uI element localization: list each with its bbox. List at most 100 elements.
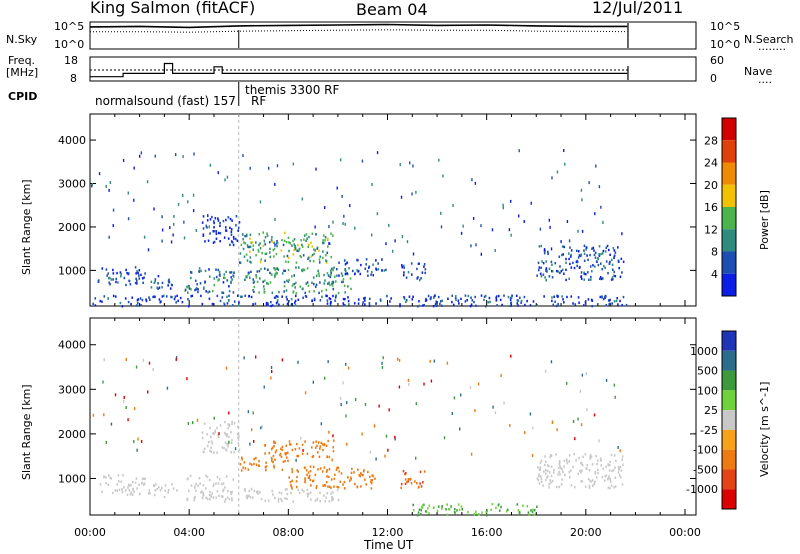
- power-cell: [297, 243, 299, 247]
- velocity-cell: [538, 482, 541, 485]
- power-cell: [275, 271, 278, 274]
- velocity-cell: [328, 500, 331, 503]
- velocity-cell: [105, 476, 107, 479]
- power-cell: [173, 214, 175, 218]
- velocity-cell: [552, 471, 555, 474]
- velocity-cell: [332, 439, 335, 442]
- power-cell: [329, 283, 331, 287]
- power-scale-swatch: [722, 140, 736, 163]
- power-cell: [613, 270, 616, 274]
- power-cell: [179, 296, 182, 300]
- velocity-cell: [166, 386, 169, 390]
- velocity-cell: [430, 379, 433, 383]
- freq-left-tick-high: 18: [64, 54, 78, 67]
- velocity-cell: [597, 472, 599, 475]
- velocity-cell: [424, 470, 426, 473]
- velocity-cell: [617, 445, 619, 449]
- velocity-cell: [555, 453, 557, 456]
- power-cell: [112, 224, 114, 228]
- velocity-cell: [404, 472, 406, 476]
- velocity-cell: [572, 465, 574, 469]
- velocity-cell: [524, 431, 526, 435]
- velocity-cell: [143, 477, 145, 481]
- power-cell: [108, 277, 110, 280]
- velocity-cell: [227, 423, 230, 426]
- power-cell: [200, 294, 202, 298]
- velocity-cell: [135, 477, 138, 480]
- power-cell: [214, 217, 217, 220]
- velocity-cell: [621, 483, 624, 486]
- velocity-cell: [224, 431, 226, 435]
- velocity-cell: [152, 367, 154, 371]
- power-cell: [495, 296, 498, 299]
- velocity-cell: [175, 357, 177, 361]
- velocity-cell: [582, 455, 584, 459]
- power-cell: [598, 253, 600, 256]
- velocity-cell: [443, 436, 446, 440]
- velocity-cell: [580, 469, 583, 472]
- power-cell: [411, 192, 413, 196]
- power-cell: [460, 297, 462, 301]
- velocity-cell: [159, 489, 162, 492]
- power-cell: [110, 278, 113, 281]
- power-cell: [295, 266, 297, 269]
- power-cell: [424, 268, 427, 271]
- velocity-cell: [324, 483, 326, 487]
- power-cell: [371, 182, 373, 186]
- power-cell: [243, 255, 246, 258]
- power-cell: [246, 259, 249, 262]
- power-cell: [561, 295, 563, 298]
- power-cell: [421, 271, 424, 274]
- power-cell: [401, 265, 404, 269]
- power-cell: [294, 303, 297, 307]
- power-cell: [488, 296, 491, 300]
- power-cell: [364, 296, 366, 300]
- velocity-cell: [608, 475, 610, 478]
- power-cell: [219, 239, 221, 243]
- power-cell: [344, 263, 347, 266]
- power-cell: [588, 278, 590, 281]
- power-cell: [344, 272, 347, 276]
- velocity-cell: [345, 414, 347, 418]
- velocity-cell: [609, 487, 611, 490]
- velocity-cell: [250, 487, 253, 491]
- velocity-cell: [306, 488, 309, 492]
- velocity-cell: [412, 503, 414, 507]
- velocity-cell: [581, 480, 583, 483]
- power-cell: [344, 267, 347, 271]
- power-cell: [285, 295, 288, 299]
- power-cell: [267, 304, 269, 307]
- velocity-cell: [433, 359, 436, 363]
- power-cell: [273, 296, 276, 299]
- power-cell: [418, 262, 420, 265]
- power-cell: [336, 274, 338, 277]
- power-cell: [288, 278, 290, 282]
- velocity-cell: [322, 443, 324, 446]
- power-cell: [312, 260, 315, 263]
- power-cell: [577, 229, 579, 233]
- power-cell: [326, 272, 329, 275]
- power-cell: [197, 288, 199, 291]
- power-cell: [403, 295, 405, 299]
- power-cell: [133, 198, 135, 202]
- power-cell: [230, 276, 232, 279]
- power-cell: [323, 206, 326, 210]
- power-cell: [257, 250, 260, 253]
- power-cell: [255, 274, 257, 277]
- velocity-cell: [417, 511, 420, 514]
- power-cell: [617, 246, 619, 249]
- velocity-cell: [239, 463, 242, 466]
- power-cell: [269, 255, 272, 259]
- velocity-cell: [593, 413, 596, 417]
- velocity-cell: [103, 358, 105, 362]
- power-cell: [570, 253, 572, 257]
- power-cell: [532, 300, 535, 303]
- velocity-cell: [371, 479, 374, 482]
- velocity-cell: [604, 475, 607, 478]
- velocity-cell: [609, 480, 612, 483]
- power-cell: [548, 218, 551, 222]
- power-cell: [224, 178, 226, 182]
- velocity-cell: [364, 402, 367, 406]
- velocity-cell: [617, 465, 620, 469]
